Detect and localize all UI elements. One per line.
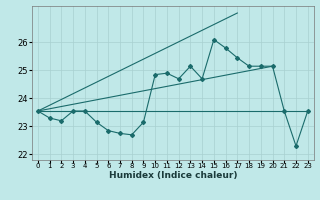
X-axis label: Humidex (Indice chaleur): Humidex (Indice chaleur) [108,171,237,180]
